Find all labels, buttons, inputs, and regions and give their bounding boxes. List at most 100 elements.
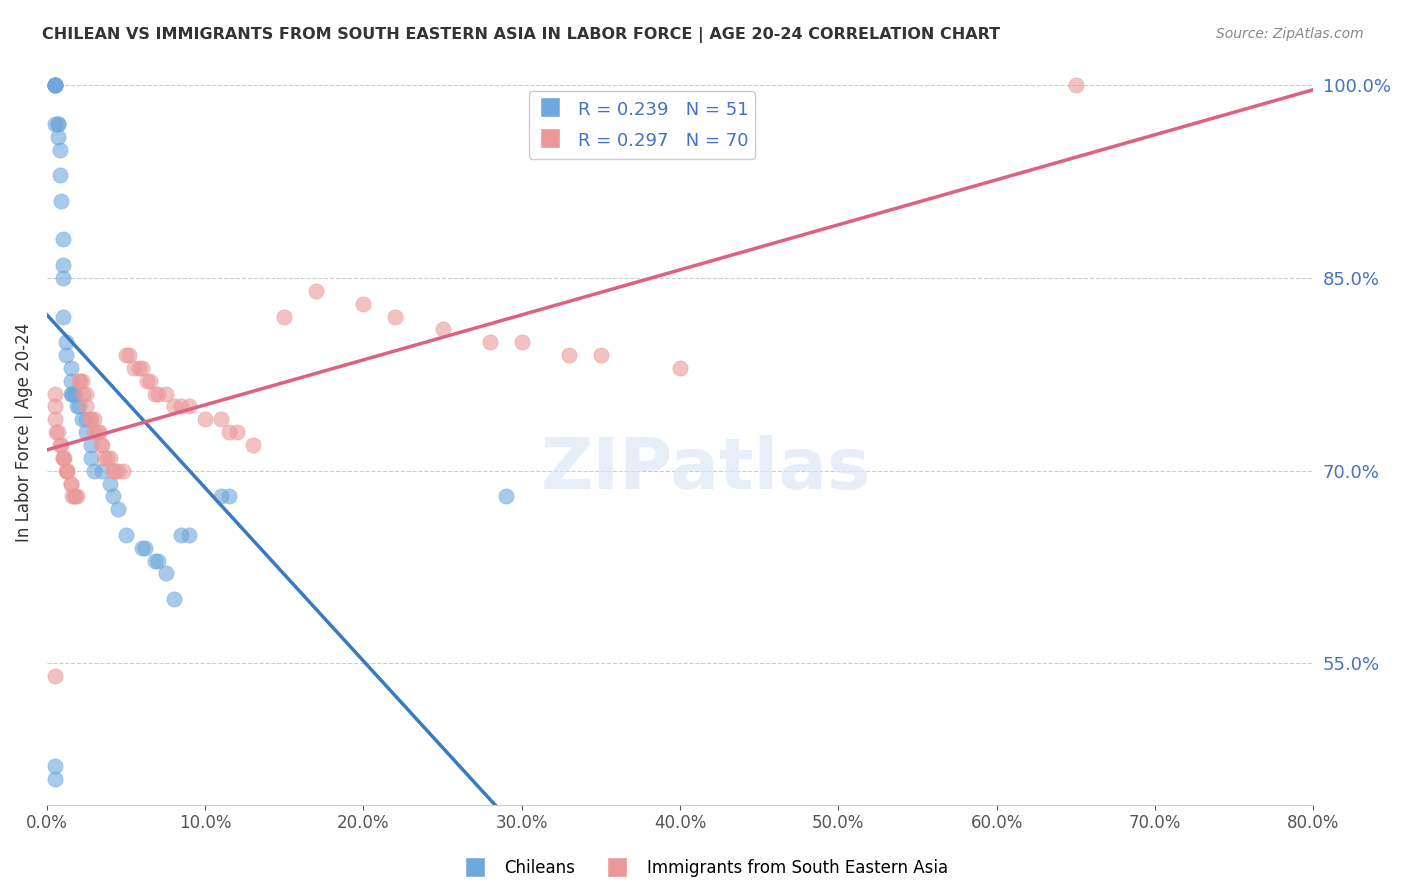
Point [46,117,69,131]
Point [53,450,76,465]
Point [115,528,138,542]
Point [86,425,108,439]
Point [59,360,82,375]
Point [60,386,83,401]
Point [75,412,97,426]
Point [107,464,129,478]
Point [55,335,77,350]
Point [70,374,93,388]
Point [146,553,169,567]
Point [65,386,87,401]
Y-axis label: In Labor Force | Age 20-24: In Labor Force | Age 20-24 [15,323,32,541]
Point [305,284,328,298]
Point [59,374,82,388]
Point [98,450,121,465]
Point [59,476,82,491]
Point [44,78,66,93]
Point [80,450,103,465]
Text: Source: ZipAtlas.com: Source: ZipAtlas.com [1216,27,1364,41]
Point [122,360,145,375]
Point [46,425,69,439]
Point [558,348,581,362]
Point [70,412,93,426]
Point [194,412,217,426]
Point [218,489,240,503]
Point [65,489,87,503]
Point [83,464,105,478]
Point [589,348,612,362]
Point [107,502,129,516]
Point [46,117,69,131]
Point [44,78,66,93]
Point [135,374,157,388]
Point [111,464,134,478]
Point [146,386,169,401]
Point [59,386,82,401]
Point [162,400,184,414]
Point [67,400,90,414]
Point [52,310,75,324]
Point [91,464,114,478]
Point [80,438,103,452]
Legend: R = 0.239   N = 51, R = 0.297   N = 70: R = 0.239 N = 51, R = 0.297 N = 70 [529,91,755,159]
Point [72,386,94,401]
Point [162,592,184,607]
Point [669,360,692,375]
Point [44,400,66,414]
Point [128,360,150,375]
Point [52,271,75,285]
Point [384,310,406,324]
Point [44,759,66,773]
Point [48,143,70,157]
Point [44,772,66,786]
Point [55,348,77,362]
Point [66,400,89,414]
Point [79,412,101,426]
Point [75,400,97,414]
Point [131,360,153,375]
Point [44,669,66,683]
Point [495,489,517,503]
Point [60,489,83,503]
Legend: Chileans, Immigrants from South Eastern Asia: Chileans, Immigrants from South Eastern … [451,853,955,884]
Point [66,489,89,503]
Point [1064,78,1087,93]
Point [56,464,79,478]
Point [80,412,103,426]
Point [143,553,166,567]
Point [93,450,115,465]
Point [52,258,75,272]
Point [209,412,232,426]
Point [90,438,112,452]
Point [170,400,193,414]
Point [91,438,114,452]
Point [52,232,75,246]
Point [209,489,232,503]
Point [118,348,141,362]
Point [218,425,240,439]
Point [155,566,177,581]
Point [44,78,66,93]
Point [48,438,70,452]
Point [67,374,90,388]
Point [115,348,138,362]
Point [98,476,121,491]
Point [96,450,118,465]
Point [44,117,66,131]
Point [75,386,97,401]
Point [131,541,153,555]
Point [45,425,67,439]
Point [49,194,72,208]
Point [83,425,105,439]
Point [48,168,70,182]
Point [83,412,105,426]
Point [225,425,247,439]
Point [89,425,111,439]
Point [44,78,66,93]
Point [69,374,91,388]
Point [55,464,77,478]
Point [179,528,201,542]
Point [44,78,66,93]
Point [179,400,201,414]
Point [46,129,69,144]
